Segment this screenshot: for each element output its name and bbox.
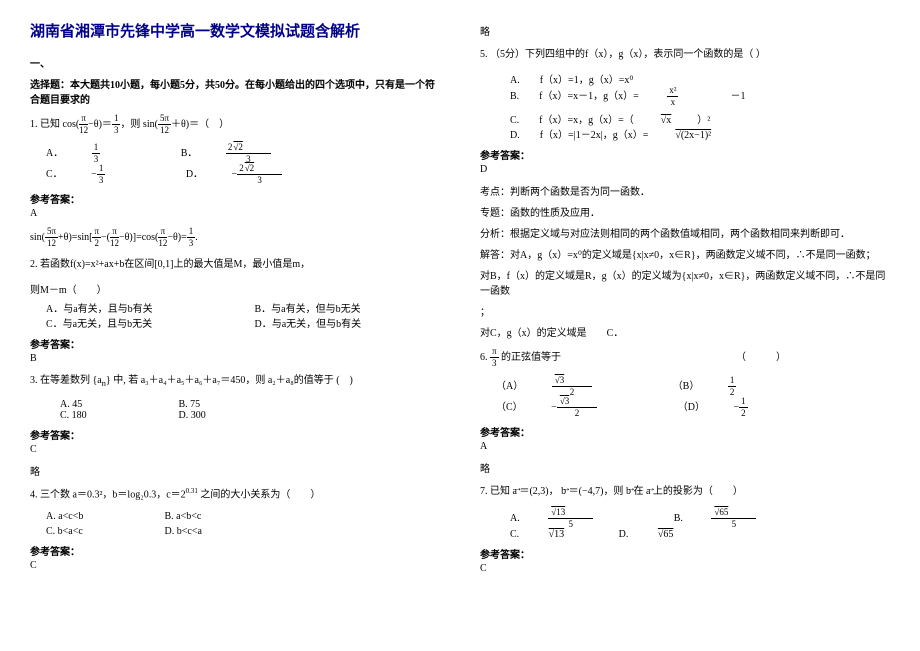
q2-opt-d: D．与a无关，但与b有关 (255, 315, 362, 330)
q2-opt-c: C．与a无关，且与b无关 (46, 315, 226, 330)
q2-ans-label: 参考答案： (30, 336, 440, 351)
q3-end: 的值等于 ( ) (294, 375, 353, 386)
q5-exp5b: ； (480, 303, 890, 318)
q4-ans-label: 参考答案： (30, 543, 440, 558)
q5-exp5: 对B，f（x）的定义域是R，g（x）的定义域为{x|x≠0，x∈R}，两函数定义… (480, 267, 890, 297)
q3-opt-a: A. 45 (60, 399, 150, 410)
q6-stem: 6. π3 的正弦值等于 （ ） (480, 347, 890, 368)
q1-opt-c: C． −13 (46, 164, 157, 185)
q2-opt-a: A．与a有关，且与b有关 (46, 300, 226, 315)
q6-note: 略 (480, 460, 890, 475)
q3-options: A. 45 B. 75 C. 180 D. 300 (60, 399, 440, 421)
q3-suf: ，则 (245, 375, 265, 386)
q3-ans-label: 参考答案： (30, 427, 440, 442)
q4-note: 略 (480, 23, 890, 38)
left-column: 湖南省湘潭市先锋中学高一数学文模拟试题含解析 一、 选择题：本大题共10小题，每… (30, 20, 440, 582)
q4-options: A. a<c<b B. a<b<c (46, 511, 440, 522)
q1-ans-label: 参考答案： (30, 191, 440, 206)
q5-stem: 5. （5分）下列四组中的f（x），g（x），表示同一个函数的是（ ） (480, 46, 890, 63)
q7-ans-label: 参考答案： (480, 546, 890, 561)
q6-ans: A (480, 441, 890, 452)
page-root: 湖南省湘潭市先锋中学高一数学文模拟试题含解析 一、 选择题：本大题共10小题，每… (30, 20, 890, 582)
q3-opt-c: C. 180 (60, 410, 150, 421)
q5-opt-c: C. f（x）=x，g（x）=（x）² (510, 111, 736, 126)
q4-suf: 之间的大小关系为（ ） (200, 489, 320, 500)
q1-opt-b: B． 223 (181, 143, 323, 164)
q5-exp6: 对C，g（x）的定义域是 C． (480, 324, 890, 339)
q4-opt-d: D. b<c<a (165, 526, 255, 537)
q1-ans: A (30, 208, 440, 219)
q5-opts-row2: C. f（x）=x，g（x）=（x）² D. f（x）=|1－2x|，g（x）=… (510, 111, 890, 141)
section-1-desc: 选择题：本大题共10小题，每小题5分，共50分。在每小题给出的四个选项中，只有是… (30, 76, 440, 106)
q6-opt-a: （A） 32 (496, 376, 644, 397)
q4-opt-b: B. a<b<c (165, 511, 255, 522)
q6-pre: 6. (480, 352, 490, 363)
q7-options: A. 135 B. 655 C. 13 D. 65 (510, 508, 890, 540)
q5-exp2: 专题：函数的性质及应用． (480, 204, 890, 219)
q1-opt-a: A． 13 (46, 143, 152, 164)
q6-opt-b: （B） 12 (673, 376, 789, 397)
q1-options: A． 13 B． 223 C． −13 D． −223 (46, 143, 440, 185)
q5-opt-a: A. f（x）=1，g（x）=x⁰ (510, 71, 633, 86)
q3-stem: 3. 在等差数列 {an} 中, 若 a₃＋a₄＋a₅＋a₆＋a₇＝450，则 … (30, 372, 440, 391)
q1-prefix: 1. 已知 (30, 119, 60, 130)
section-1-label: 一、 (30, 55, 440, 70)
q4-pre: 4. 三个数 (30, 489, 70, 500)
q3-pre: 3. 在等差数列 (30, 375, 90, 386)
q6-ans-label: 参考答案： (480, 424, 890, 439)
q7-opt-c: C. 13 (510, 529, 590, 540)
q7-pre: 7. 已知 (480, 486, 510, 497)
right-column: 略 5. （5分）下列四组中的f（x），g（x），表示同一个函数的是（ ） A.… (480, 20, 890, 582)
q5-ans-label: 参考答案： (480, 147, 890, 162)
doc-title: 湖南省湘潭市先锋中学高一数学文模拟试题含解析 (30, 20, 440, 41)
q7-ans: C (480, 563, 890, 574)
q4-options-2: C. b<a<c D. b<c<a (46, 526, 440, 537)
q4-ans: C (30, 560, 440, 571)
q3-ans: C (30, 444, 440, 455)
q1-explain: sin(5π12+θ)=sin[π2−(π12−θ)]=cos(π12−θ)=1… (30, 227, 440, 248)
q5-opts-row1: A. f（x）=1，g（x）=x⁰ B. f（x）=x－1，g（x）= x²x－… (510, 71, 890, 107)
q7-opt-a: A. 135 (510, 508, 645, 529)
q1-opt-d: D． −223 (186, 164, 334, 185)
q4-stem: 4. 三个数 a＝0.3²，b＝log₂0.3，c＝20.31 之间的大小关系为… (30, 486, 440, 503)
q2-stem2: 则M－m（ ） (30, 281, 440, 296)
q7-opt-b: B. 655 (674, 508, 809, 529)
q7-opt-d: D. 65 (619, 529, 700, 540)
q1-stem: 1. 已知 cos(π12−θ)＝13，则 sin(5π12＋θ)＝（ ） (30, 114, 440, 135)
q2-ans: B (30, 353, 440, 364)
q2-stem: 2. 若函数f(x)=x²+ax+b在区间[0,1]上的最大值是M，最小值是m， (30, 256, 440, 273)
q4-opt-c: C. b<a<c (46, 526, 136, 537)
q2-options: A．与a有关，且与b有关 B．与a有关，但与b无关 C．与a无关，且与b无关 D… (46, 300, 440, 330)
q3-mid: 中, 若 (113, 375, 138, 386)
q5-exp1: 考点：判断两个函数是否为同一函数． (480, 183, 890, 198)
q3-opt-d: D. 300 (179, 410, 206, 421)
q7-suf: 上的投影为（ ） (653, 486, 743, 497)
q3-opt-b: B. 75 (179, 399, 201, 410)
q7-stem: 7. 已知 a→ ＝(2,3)， b→ ＝(−4,7)，则 b→ 在 a→ 上的… (480, 483, 890, 500)
q6-opt-d: （D） −12 (678, 397, 800, 418)
q6-options: （A） 32 （B） 12 （C） −32 （D） −12 (496, 376, 890, 418)
q5-exp3: 分析：根据定义域与对应法则相同的两个函数值域相同，两个函数相同来判断即可． (480, 225, 890, 240)
q6-suf: 的正弦值等于 （ ） (501, 352, 786, 363)
q2-opt-b: B．与a有关，但与b无关 (255, 300, 361, 315)
q4-opt-a: A. a<c<b (46, 511, 136, 522)
q5-opt-d: D. f（x）=|1－2x|，g（x）=(2x−1)² (510, 126, 737, 141)
q3-note: 略 (30, 463, 440, 478)
q5-opt-b: B. f（x）=x－1，g（x）= x²x－1 (510, 86, 745, 107)
q5-ans: D (480, 164, 890, 175)
q6-opt-c: （C） −32 (496, 397, 649, 418)
q5-exp4: 解答：对A，g（x）=x⁰的定义域是{x|x≠0，x∈R}，两函数定义域不同，∴… (480, 246, 890, 261)
